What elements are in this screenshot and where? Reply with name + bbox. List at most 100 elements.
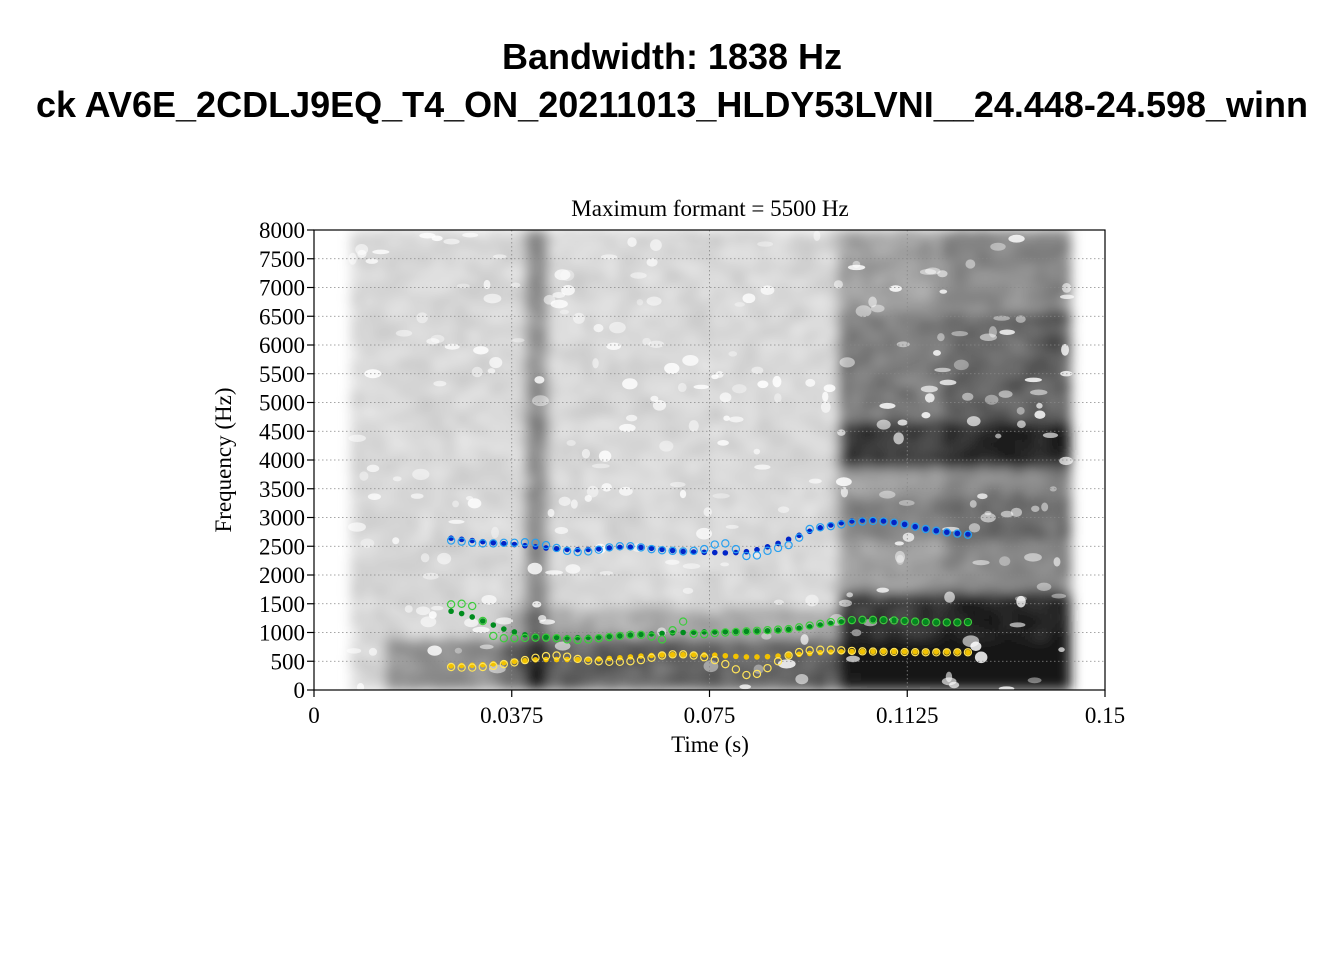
spectrogram-cell xyxy=(397,358,410,365)
spectrogram-cell xyxy=(362,472,375,479)
spectrogram-cell xyxy=(884,281,897,288)
spectrogram-cell xyxy=(988,369,1002,376)
spectrogram-cell xyxy=(756,250,770,257)
spectrogram-cell xyxy=(745,338,758,345)
spectrogram-cell xyxy=(838,301,851,308)
spectrogram-cell xyxy=(745,534,758,541)
spectrogram-cell xyxy=(710,291,723,298)
spectrogram-cell xyxy=(629,436,642,443)
spectrogram-cell xyxy=(896,348,909,355)
spectrogram-cell xyxy=(826,684,839,690)
spectrogram-cell xyxy=(780,467,793,474)
spectrogram-cell xyxy=(478,353,491,360)
spectrogram-cell xyxy=(548,581,561,588)
spectrogram-cell xyxy=(756,581,770,588)
spectrogram-cell xyxy=(884,265,897,272)
spectrogram-cell xyxy=(698,395,712,401)
spectrogram-cell xyxy=(374,410,387,417)
spectrogram-cell xyxy=(490,353,503,360)
spectrogram-cell xyxy=(861,602,874,608)
spectrogram-cell xyxy=(374,669,387,676)
spectrogram-cell xyxy=(942,602,955,608)
spectrogram-cell xyxy=(907,539,921,546)
spectrogram-cell xyxy=(640,545,654,552)
spectrogram-cell xyxy=(942,498,955,505)
spectrogram-cell xyxy=(664,265,677,272)
spectrogram-cell xyxy=(548,560,561,567)
spectrogram-cell xyxy=(733,281,747,288)
spectrogram-cell xyxy=(640,684,654,690)
spectrogram-cell xyxy=(988,384,1002,391)
spectrogram-cell xyxy=(954,534,967,541)
spectrogram-cell xyxy=(756,431,770,438)
spectrogram-cell xyxy=(594,395,607,401)
spectrogram-cell xyxy=(826,286,839,293)
spectrogram-cell xyxy=(687,493,700,500)
spectrogram-cell xyxy=(687,451,700,458)
spectrogram-cell xyxy=(884,446,897,453)
spectrogram-cell xyxy=(791,255,805,262)
spectrogram-cell xyxy=(896,591,909,598)
spectrogram-cell xyxy=(687,338,700,345)
spectrogram-cell xyxy=(478,276,491,282)
spectrogram-cell xyxy=(524,664,538,671)
spectrogram-cell xyxy=(907,462,921,469)
spectrogram-cell xyxy=(524,426,538,433)
spectrogram-cell xyxy=(490,431,503,438)
spectrogram-cell xyxy=(455,529,468,536)
spectrogram-cell xyxy=(733,446,747,453)
spectrogram-cell xyxy=(501,395,515,401)
spectrogram-cell xyxy=(513,565,526,572)
spectrogram-cell xyxy=(826,581,839,588)
spectrogram-cell xyxy=(838,503,851,510)
spectrogram-cell xyxy=(397,658,410,665)
spectrogram-cell xyxy=(780,612,793,619)
spectrogram-cell xyxy=(652,648,665,655)
spectrogram-cell xyxy=(988,627,1002,634)
spectrogram-cell xyxy=(698,410,712,417)
spectrogram-cell xyxy=(803,565,816,572)
spectrogram-cell xyxy=(606,555,619,562)
spectrogram-cell xyxy=(907,570,921,577)
spectrogram-cell xyxy=(872,410,886,417)
spectrogram-cell xyxy=(698,286,712,293)
spectrogram-cell xyxy=(664,317,677,324)
spectrogram-cell xyxy=(861,353,874,360)
spectrogram-cell xyxy=(350,664,364,671)
spectrogram-cell xyxy=(501,374,515,381)
spectrogram-cell xyxy=(594,664,607,671)
spectrogram-cell xyxy=(826,426,839,433)
spectrogram-cell xyxy=(582,648,596,655)
spectrogram-cell xyxy=(455,617,468,624)
spectrogram-cell xyxy=(756,555,770,562)
spectrogram-cell xyxy=(768,296,781,303)
spectrogram-cell xyxy=(432,244,445,251)
spectrogram-cell xyxy=(675,389,689,396)
spectrogram-cell xyxy=(397,420,410,427)
spectrogram-cell xyxy=(524,374,538,381)
spectrogram-cell xyxy=(768,529,781,536)
spectrogram-cell xyxy=(536,565,549,572)
spectrogram-cell xyxy=(536,560,549,567)
spectrogram-cell xyxy=(548,679,561,686)
spectrogram-cell xyxy=(838,550,851,557)
spectrogram-cell xyxy=(501,596,515,603)
spectrogram-cell xyxy=(501,560,515,567)
spectrogram-cell xyxy=(780,276,793,282)
spectrogram-cell xyxy=(849,679,863,686)
spectrogram-cell xyxy=(490,400,503,407)
spectrogram-cell xyxy=(756,503,770,510)
spectrogram-cell xyxy=(559,332,573,339)
spectrogram-cell xyxy=(930,446,944,453)
spectrogram-cell xyxy=(954,545,967,552)
spectrogram-cell xyxy=(872,415,886,422)
spectrogram-cell xyxy=(652,622,665,629)
spectrogram-cell xyxy=(745,602,758,608)
spectrogram-cell xyxy=(629,374,642,381)
spectrogram-cell xyxy=(814,410,828,417)
spectrogram-cell xyxy=(803,358,816,365)
spectrogram-cell xyxy=(397,545,410,552)
spectrogram-cell xyxy=(408,472,422,479)
spectrogram-cell xyxy=(420,545,433,552)
spectrogram-cell xyxy=(606,653,619,660)
